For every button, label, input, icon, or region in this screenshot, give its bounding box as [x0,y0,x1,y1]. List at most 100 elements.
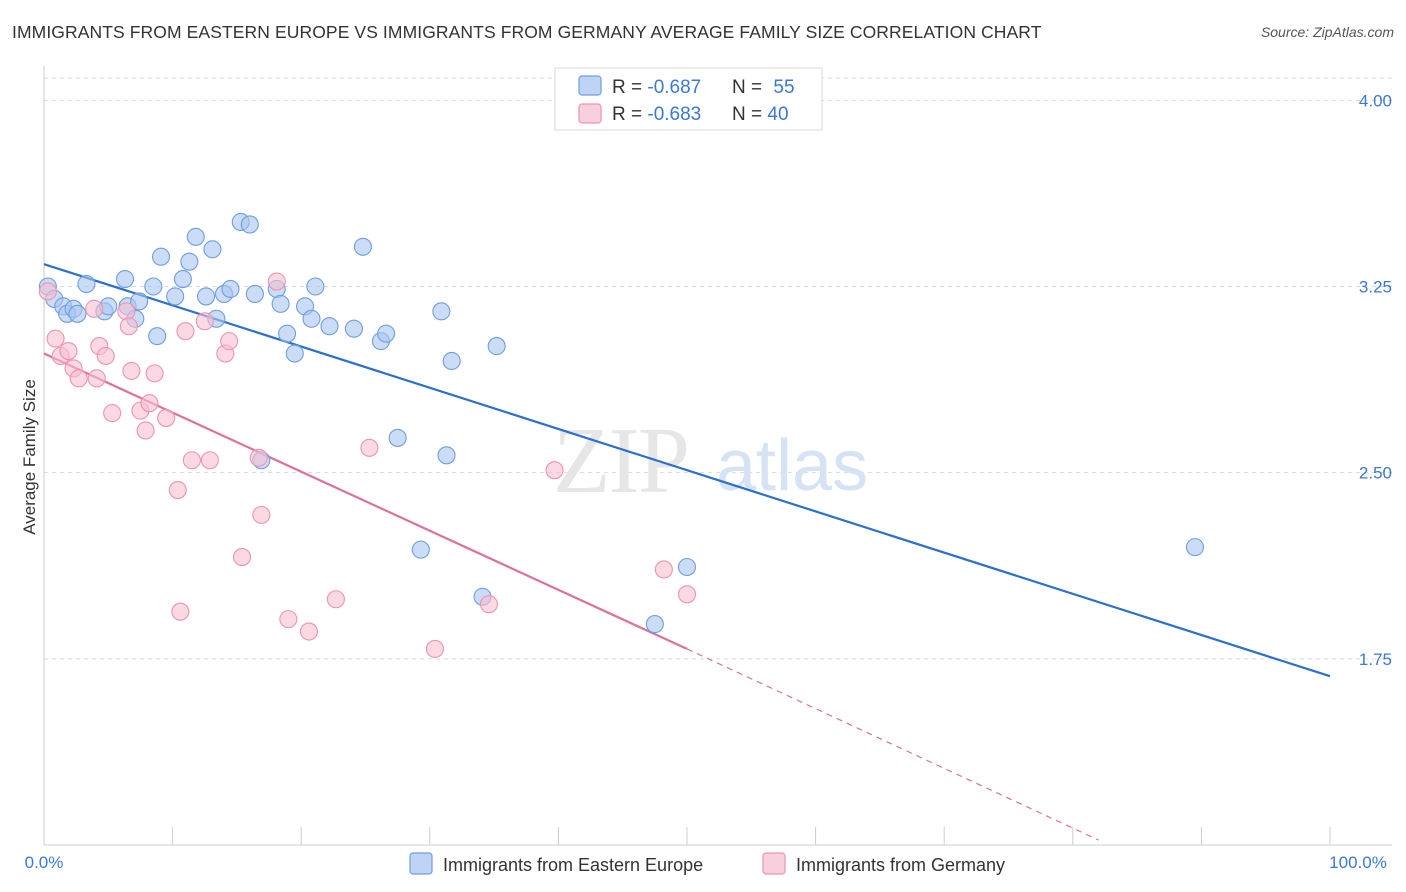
blue-data-point [148,327,167,346]
pink-data-point [182,451,201,470]
pink-data-point [326,590,345,609]
pink-data-point [195,312,214,331]
blue-data-point [1185,538,1205,557]
pink-data-point [103,404,122,423]
blue-data-point [186,227,205,246]
blue-data-point [77,274,96,294]
pink-data-point [176,322,195,341]
pink-trend-extension [686,648,1099,841]
pink-data-point [117,302,136,321]
y-tick-label: 2.50 [1359,464,1392,483]
pink-data-point [279,610,298,629]
pink-data-point [425,639,444,658]
gridlines [44,77,1392,660]
watermark: ZIP atlas [553,409,868,513]
pink-data-point [232,548,252,567]
pink-data-point [220,332,239,351]
blue-data-point [320,317,339,336]
blue-data-point [677,557,697,577]
x-tick-label: 0.0% [25,853,64,872]
blue-data-point [173,270,192,289]
blue-data-point [353,237,372,256]
blue-data-point [411,540,430,559]
legend-n-value-1: 55 [773,77,794,98]
blue-data-point [144,277,163,296]
pink-data-point [46,329,65,348]
pink-data-point [157,409,176,428]
series-legend-label-pink[interactable]: Immigrants from Germany [796,855,1005,875]
blue-data-point [166,287,185,306]
legend-n-value-2: 40 [767,104,788,125]
blue-data-point [180,252,199,271]
legend-n-2: N = 40 [732,104,789,125]
pink-data-point [360,438,379,457]
blue-data-point [306,277,325,296]
legend-r-label-2: R = [612,104,647,125]
series-legend: Immigrants from Eastern Europe Immigrant… [409,852,1005,875]
pink-data-point [171,602,190,621]
y-axis-title: Average Family Size [20,379,39,535]
pink-data-point [267,272,286,291]
y-tick-label: 1.75 [1359,650,1392,669]
blue-trend-line [43,263,1331,678]
blue-data-point [388,428,407,447]
legend-n-label-2: N = [732,104,767,125]
pink-data-point [145,364,164,383]
pink-data-point [96,346,115,366]
pink-data-point [136,421,155,440]
legend-swatch-pink [578,103,602,124]
blue-data-point [302,309,321,328]
legend-row-2: R = -0.683 [612,104,701,125]
pink-data-point [69,369,88,388]
page-title: IMMIGRANTS FROM EASTERN EUROPE VS IMMIGR… [12,22,1042,42]
blue-data-point [442,351,461,371]
pink-data-point [200,451,219,470]
y-tick-label: 3.25 [1359,278,1392,297]
blue-data-point [221,279,240,299]
watermark-atlas: atlas [716,426,868,506]
series-legend-swatch-blue[interactable] [409,852,433,875]
blue-data-point [151,247,171,266]
blue-data-point [115,270,135,289]
axes [43,66,1392,846]
blue-data-point [245,284,264,304]
blue-data-point [203,240,222,259]
legend-n-label-1: N = [732,77,767,98]
pink-data-point [87,369,106,388]
data-points [38,212,1205,658]
blue-data-point [377,324,396,343]
source-label: Source: ZipAtlas.com [1260,24,1394,40]
blue-data-point [487,337,506,356]
blue-data-point [240,215,259,234]
legend-row-1: R = -0.687 [612,77,701,98]
tick-labels: 4.00 3.25 2.50 1.75 0.0% 100.0% [25,91,1392,872]
series-legend-label-blue[interactable]: Immigrants from Eastern Europe [443,855,703,875]
blue-data-point [278,324,297,343]
legend-swatch-blue [578,75,602,96]
pink-data-point [299,622,318,641]
blue-data-point [645,615,664,634]
legend-r-value-2: -0.683 [647,104,701,125]
blue-data-point [344,319,363,338]
pink-data-point [119,317,138,336]
y-tick-label: 4.00 [1359,91,1392,110]
x-tick-label: 100.0% [1329,853,1387,872]
pink-data-point [85,299,104,318]
legend-n-1: N = 55 [732,77,795,98]
pink-data-point [249,448,268,467]
blue-data-point [68,304,87,323]
pink-data-point [654,560,673,579]
blue-data-point [285,344,304,363]
correlation-legend: R = -0.687 N = 55 R = -0.683 N = 40 [554,67,823,131]
pink-data-point [252,505,271,524]
blue-data-point [130,292,149,311]
legend-r-label-1: R = [612,77,647,98]
blue-data-point [437,446,456,465]
pink-data-point [59,341,78,361]
watermark-zip: ZIP [553,409,688,513]
series-legend-swatch-pink[interactable] [762,852,786,875]
pink-data-point [545,461,564,480]
legend-r-value-1: -0.687 [647,77,701,98]
blue-data-point [432,302,451,321]
